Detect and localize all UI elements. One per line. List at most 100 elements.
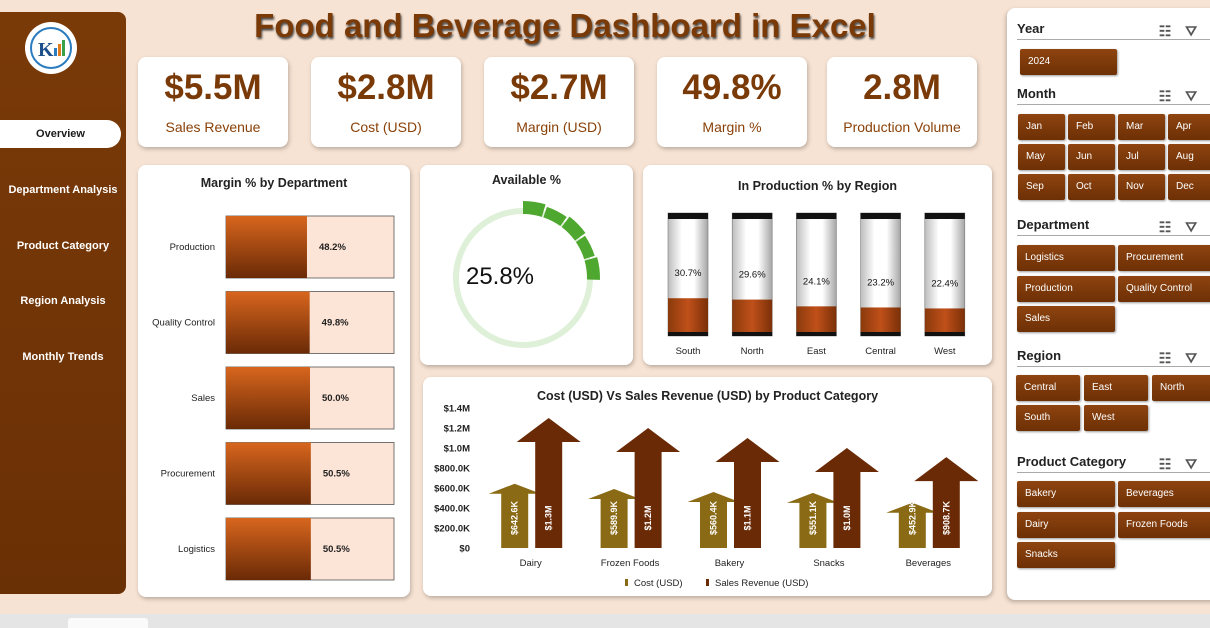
category-label: Frozen Foods [601, 558, 660, 569]
cost-bar [687, 491, 740, 548]
slicer-option-frozen-foods[interactable]: Frozen Foods [1118, 511, 1210, 538]
slicer-option-central[interactable]: Central [1016, 375, 1080, 401]
kpi-label: Margin (USD) [516, 119, 602, 135]
slicer-option-north[interactable]: North [1152, 375, 1210, 401]
slicer-option-may[interactable]: May [1018, 144, 1065, 170]
slicer-option-west[interactable]: West [1084, 405, 1148, 431]
sheet-tab[interactable] [68, 618, 148, 628]
margin-by-department-svg: 48.2% Production 49.8% Quality Control 50.0%… [152, 215, 395, 581]
bar-cap-bottom [668, 332, 708, 336]
category-label: Central [865, 346, 896, 357]
data-label: 30.7% [675, 268, 702, 279]
sidebar-item-product-category[interactable]: Product Category [16, 240, 110, 252]
slicer-title: Year [1017, 21, 1045, 36]
slicer-option-nov[interactable]: Nov [1118, 174, 1165, 200]
slicer-option-jul[interactable]: Jul [1118, 144, 1165, 170]
bar-fill [668, 298, 708, 332]
bar-fill [226, 518, 311, 580]
category-label: North [741, 346, 764, 357]
multi-select-icon[interactable]: ☷⛛ [1158, 219, 1210, 235]
slicer-option-apr[interactable]: Apr [1168, 114, 1210, 140]
slicer-option-feb[interactable]: Feb [1068, 114, 1115, 140]
in-production-svg: 30.7% South 29.6% North 24.1% East 23.2% Centra… [667, 212, 966, 357]
slicer-option-dairy[interactable]: Dairy [1017, 511, 1115, 538]
kpi-margin-percent: 49.8% Margin % [657, 57, 807, 147]
kpi-cost: $2.8M Cost (USD) [311, 57, 461, 147]
slicer-option-sep[interactable]: Sep [1018, 174, 1065, 200]
slicer-title: Department [1017, 217, 1090, 232]
data-label: $1.0M [842, 505, 852, 530]
slicer-option-oct[interactable]: Oct [1068, 174, 1115, 200]
y-tick-label: $1.4M [444, 404, 470, 415]
y-tick-label: $400.0K [434, 504, 470, 515]
slicer-year-header: Year ☷⛛ [1017, 18, 1210, 40]
cost-vs-sales-chart: Cost (USD) Vs Sales Revenue (USD) by Pro… [423, 377, 992, 596]
slicer-option-2024[interactable]: 2024 [1020, 49, 1117, 75]
bar-cap-top [860, 213, 901, 219]
slicer-option-logistics[interactable]: Logistics [1017, 245, 1115, 271]
region-bar: 23.2% Central [860, 212, 901, 357]
slicer-option-east[interactable]: East [1084, 375, 1148, 401]
slicer-option-snacks[interactable]: Snacks [1017, 542, 1115, 568]
slicer-month-header: Month ☷⛛ [1017, 83, 1210, 105]
data-label: 22.4% [931, 278, 958, 289]
slicer-option-south[interactable]: South [1016, 405, 1080, 431]
slicer-option-sales[interactable]: Sales [1017, 306, 1115, 332]
legend-swatch [706, 579, 709, 586]
data-label: $589.9K [609, 500, 619, 535]
slicer-option-aug[interactable]: Aug [1168, 144, 1210, 170]
category-label: Dairy [520, 558, 542, 569]
slicer-option-procurement[interactable]: Procurement [1118, 245, 1210, 271]
kpi-label: Cost (USD) [350, 119, 422, 135]
kpi-label: Production Volume [843, 119, 961, 135]
region-bar: 30.7% South [667, 212, 709, 357]
data-label: $908.7K [941, 500, 951, 535]
multi-select-icon[interactable]: ☷⛛ [1158, 88, 1210, 104]
donut-segment [523, 201, 546, 217]
department-bar: 48.2% Production [170, 215, 395, 279]
sidebar-item-department-analysis[interactable]: Department Analysis [8, 184, 118, 196]
slicer-option-beverages[interactable]: Beverages [1118, 481, 1210, 507]
data-label: 48.2% [319, 242, 346, 253]
multi-select-icon[interactable]: ☷⛛ [1158, 350, 1210, 366]
y-tick-label: $200.0K [434, 524, 470, 535]
sales-revenue-bar [616, 428, 681, 548]
y-tick-label: $800.0K [434, 464, 470, 475]
slicer-region-header: Region ☷⛛ [1017, 345, 1210, 367]
bar-fill [924, 308, 965, 332]
kpi-production-volume: 2.8M Production Volume [827, 57, 977, 147]
donut-segment [584, 257, 600, 280]
category-label: Procurement [161, 469, 216, 480]
kpi-value: $5.5M [164, 68, 262, 107]
y-tick-label: $0 [459, 544, 470, 555]
multi-select-icon[interactable]: ☷⛛ [1158, 456, 1210, 472]
bar-fill [226, 291, 310, 354]
data-label: $642.6K [510, 500, 520, 535]
multi-select-icon[interactable]: ☷⛛ [1158, 23, 1210, 39]
cost-bar [786, 492, 839, 548]
available-donut-svg [453, 201, 600, 348]
bar-fill [226, 442, 311, 505]
category-label: Logistics [178, 544, 215, 555]
category-label: South [676, 346, 701, 357]
y-tick-label: $1.2M [444, 424, 470, 435]
slicer-option-jun[interactable]: Jun [1068, 144, 1115, 170]
kpi-label: Margin % [702, 119, 762, 135]
bar-cap-bottom [860, 332, 901, 336]
slicer-option-bakery[interactable]: Bakery [1017, 481, 1115, 507]
sidebar-item-monthly-trends[interactable]: Monthly Trends [22, 351, 104, 363]
department-bar: 49.8% Quality Control [152, 291, 395, 354]
sidebar-item-overview[interactable]: Overview [0, 120, 121, 148]
slicer-option-mar[interactable]: Mar [1118, 114, 1165, 140]
slicer-option-production[interactable]: Production [1017, 275, 1115, 302]
sales-revenue-bar [516, 418, 581, 548]
donut-segment [575, 235, 595, 260]
bar-cap-top [796, 213, 837, 219]
data-label: 50.5% [323, 544, 350, 555]
sidebar-item-region-analysis[interactable]: Region Analysis [20, 295, 106, 307]
slicer-option-quality-control[interactable]: Quality Control [1118, 275, 1210, 302]
slicer-option-jan[interactable]: Jan [1018, 114, 1065, 140]
sales-revenue-bar [715, 438, 780, 548]
slicer-option-dec[interactable]: Dec [1168, 174, 1210, 200]
data-label: 49.8% [322, 318, 349, 329]
